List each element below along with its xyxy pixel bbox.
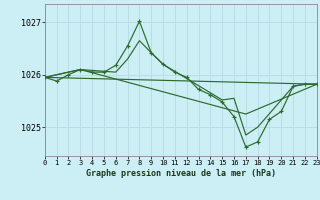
X-axis label: Graphe pression niveau de la mer (hPa): Graphe pression niveau de la mer (hPa) [86, 169, 276, 178]
